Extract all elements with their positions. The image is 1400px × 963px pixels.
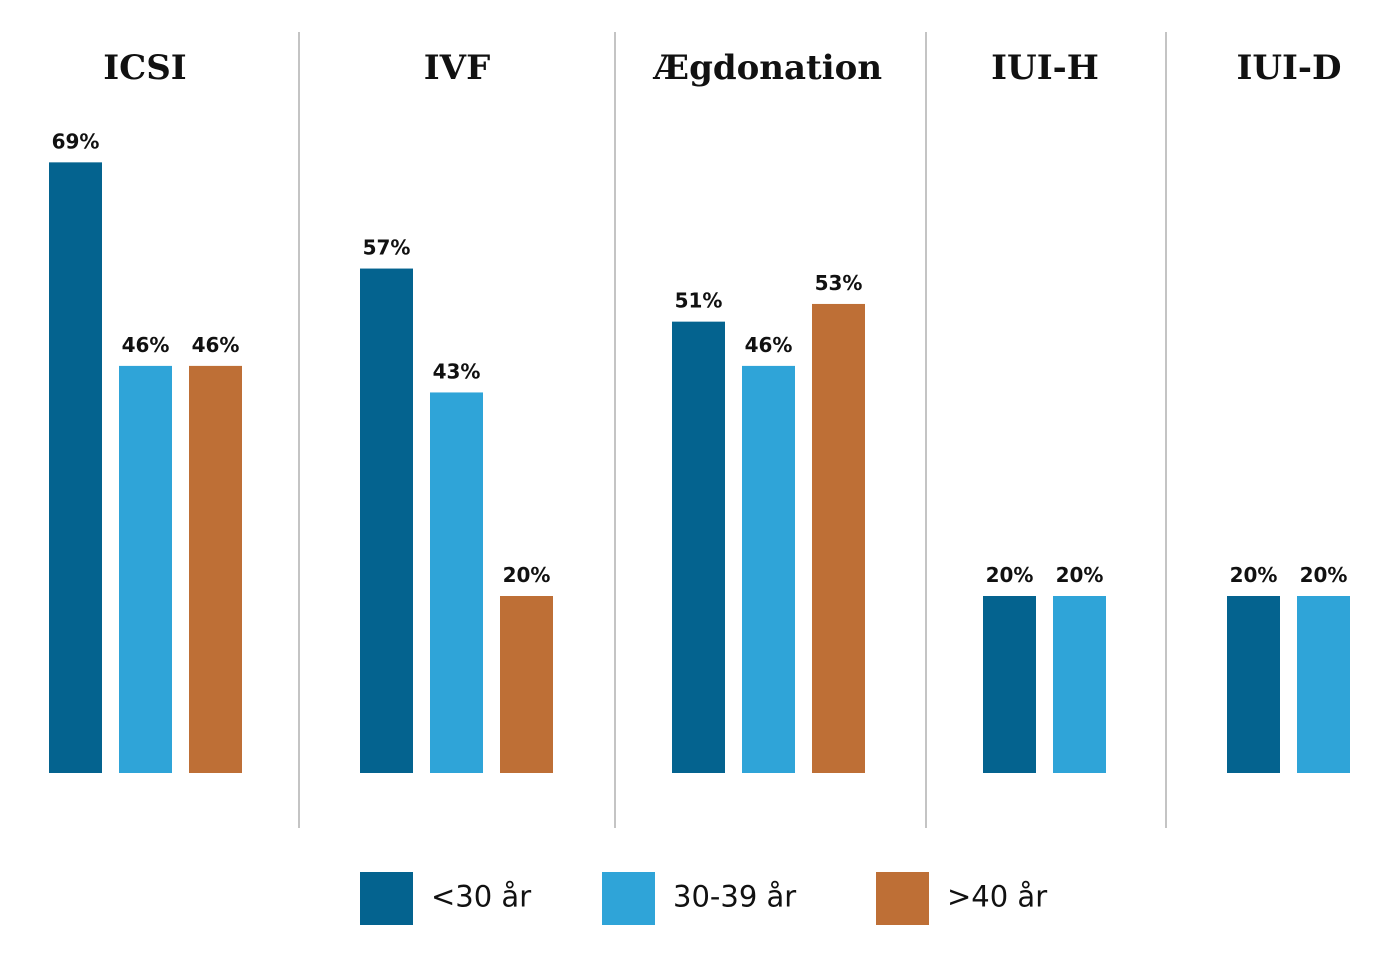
value-label: 46% xyxy=(745,333,793,357)
value-label: 53% xyxy=(815,271,863,295)
value-label: 43% xyxy=(433,359,481,383)
group-iui-d: IUI-D 20% 20% xyxy=(1227,48,1350,773)
bar-iui-h-series-1 xyxy=(983,596,1036,773)
legend-item-3: >40 år xyxy=(876,872,1047,925)
bar-icsi-series-3 xyxy=(189,365,242,773)
value-label: 20% xyxy=(986,563,1034,587)
value-label: 20% xyxy=(503,563,551,587)
group-ægdonation: Ægdonation 51% 46% 53% xyxy=(652,48,882,773)
legend-swatch xyxy=(360,872,413,925)
group-icsi: ICSI 69% 46% 46% xyxy=(49,48,242,774)
group-ivf: IVF 57% 43% 20% xyxy=(360,48,553,773)
value-label: 20% xyxy=(1230,563,1278,587)
bar-icsi-series-2 xyxy=(119,365,172,773)
bar-icsi-series-1 xyxy=(49,162,102,774)
legend-label: <30 år xyxy=(431,880,531,914)
bar-ivf-series-3 xyxy=(500,596,553,773)
bar-iui-d-series-1 xyxy=(1227,596,1280,773)
value-label: 57% xyxy=(363,236,411,260)
group-title: IUI-D xyxy=(1236,48,1341,88)
value-label: 46% xyxy=(122,333,170,357)
group-dividers xyxy=(298,32,1167,828)
value-label: 20% xyxy=(1300,563,1348,587)
legend-swatch xyxy=(876,872,929,925)
chart-groups: ICSI 69% 46% 46% IVF 57% 43% 20% Ægdonation 51% 46… xyxy=(49,48,1350,774)
bar-iui-d-series-2 xyxy=(1297,596,1350,773)
group-iui-h: IUI-H 20% 20% xyxy=(983,48,1106,773)
group-title: Ægdonation xyxy=(652,48,882,88)
value-label: 20% xyxy=(1056,563,1104,587)
bar-ægdonation-series-3 xyxy=(812,303,865,773)
group-title: IVF xyxy=(424,48,490,88)
bar-ægdonation-series-1 xyxy=(672,321,725,773)
legend-swatch xyxy=(602,872,655,925)
legend-item-1: <30 år xyxy=(360,872,531,925)
legend: <30 år 30-39 år >40 år xyxy=(360,872,1047,925)
value-label: 51% xyxy=(675,289,723,313)
group-title: IUI-H xyxy=(991,48,1099,88)
bar-iui-h-series-2 xyxy=(1053,596,1106,773)
bar-ivf-series-2 xyxy=(430,392,483,773)
value-label: 46% xyxy=(192,333,240,357)
bar-ivf-series-1 xyxy=(360,268,413,773)
group-title: ICSI xyxy=(103,48,186,88)
legend-label: 30-39 år xyxy=(673,880,796,914)
legend-item-2: 30-39 år xyxy=(602,872,796,925)
bar-ægdonation-series-2 xyxy=(742,365,795,773)
value-label: 69% xyxy=(52,129,100,153)
legend-label: >40 år xyxy=(947,880,1047,914)
